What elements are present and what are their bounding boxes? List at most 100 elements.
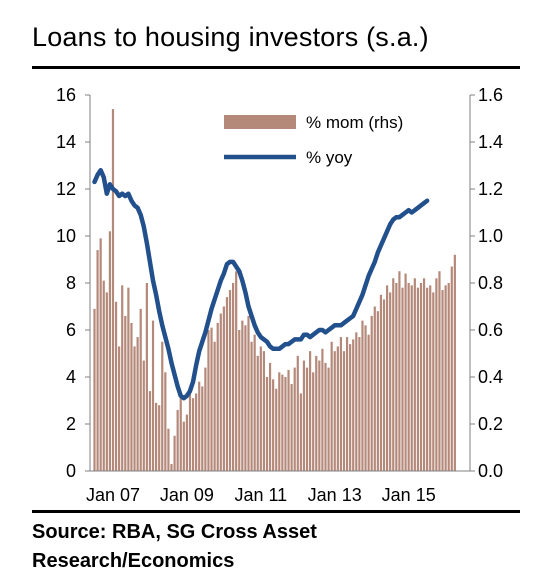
mom-bar (287, 369, 290, 471)
x-tick-label: Jan 13 (308, 485, 362, 505)
left-tick-label: 16 (56, 85, 76, 105)
mom-bar (315, 355, 318, 471)
left-tick-label: 12 (56, 179, 76, 199)
mom-bar (213, 341, 216, 471)
mom-bar (309, 351, 312, 471)
mom-bar (105, 292, 108, 471)
mom-bar (188, 386, 192, 471)
mom-bar (395, 283, 398, 471)
mom-bar (416, 287, 419, 471)
mom-bar (429, 285, 432, 471)
mom-bar (164, 372, 167, 471)
left-tick-label: 0 (66, 461, 76, 481)
mom-bar (256, 355, 259, 471)
mom-bar (447, 283, 450, 471)
x-tick-label: Jan 11 (234, 485, 287, 505)
mom-bar (333, 351, 336, 471)
mom-bar (450, 266, 453, 471)
bar-series (93, 109, 456, 471)
mom-bar (352, 339, 355, 471)
source-note: Source: RBA, SG Cross Asset Research/Eco… (32, 518, 317, 576)
mom-bar (130, 322, 133, 471)
legend-bar-label: % mom (rhs) (306, 113, 403, 132)
mom-bar (278, 372, 281, 471)
mom-bar (253, 334, 256, 471)
mom-bar (296, 355, 299, 471)
mom-bar (293, 367, 296, 471)
right-tick-label: 1.0 (478, 226, 503, 246)
mom-bar (281, 374, 284, 471)
mom-bar (453, 254, 456, 471)
right-tick-label: 0.2 (478, 414, 503, 434)
mom-bar (176, 409, 179, 471)
mom-bar (426, 287, 429, 471)
mom-bar (167, 428, 170, 471)
left-tick-label: 6 (66, 320, 76, 340)
mom-bar (114, 301, 118, 471)
mom-bar (241, 320, 244, 471)
right-tick-label: 0.0 (478, 461, 503, 481)
mom-bar (232, 283, 235, 471)
mom-bar (161, 341, 164, 471)
mom-bar (262, 351, 265, 471)
mom-bar (265, 377, 269, 471)
mom-bar (93, 308, 96, 471)
mom-bar (148, 391, 152, 471)
chart-title: Loans to housing investors (s.a.) (32, 22, 429, 52)
mom-bar (404, 273, 407, 471)
mom-bar (358, 337, 361, 471)
mom-bar (370, 315, 373, 471)
mom-bar (173, 435, 176, 471)
mom-bar (373, 306, 376, 471)
mom-bar (259, 346, 262, 471)
mom-bar (349, 344, 352, 471)
mom-bar (121, 285, 124, 471)
mom-bar (222, 306, 225, 471)
mom-bar (99, 238, 102, 471)
title-rule (32, 66, 520, 69)
mom-bar (102, 280, 105, 471)
mom-bar (342, 351, 346, 471)
mom-bar (96, 250, 99, 471)
mom-bar (158, 405, 161, 471)
mom-bar (339, 337, 342, 471)
tick-labels: 0 2 4 6 8 10 12 14 16 0.0 0.2 0.4 0.6 0.8 1.0 1.2 1.4 1.6… (56, 85, 503, 505)
mom-bar (330, 341, 333, 471)
mom-bar (179, 398, 182, 471)
mom-bar (401, 287, 404, 471)
mom-bar (124, 315, 127, 471)
mom-bar (361, 320, 364, 471)
mom-bar (410, 285, 413, 471)
mom-bar (244, 325, 247, 471)
mom-bar (195, 393, 198, 471)
legend-bar-swatch (224, 115, 296, 129)
mom-bar (204, 367, 207, 471)
mom-bar (367, 334, 370, 471)
mom-bar (345, 337, 349, 471)
mom-bar (290, 384, 293, 471)
mom-bar (145, 283, 148, 471)
mom-bar (225, 297, 229, 471)
mom-bar (302, 360, 306, 471)
mom-bar (435, 278, 438, 471)
mom-bar (392, 278, 395, 471)
mom-bar (438, 271, 441, 471)
left-tick-label: 8 (66, 273, 76, 293)
mom-bar (275, 388, 278, 471)
mom-bar (422, 278, 426, 471)
mom-bar (389, 292, 392, 471)
mom-bar (284, 377, 287, 471)
mom-bar (155, 402, 158, 471)
mom-bar (379, 294, 383, 471)
mom-bar (272, 379, 275, 471)
source-line-1: Source: RBA, SG Cross Asset (32, 521, 317, 543)
mom-bar (235, 271, 238, 471)
yoy-line (92, 167, 430, 401)
mom-bar (216, 322, 219, 471)
mom-bar (336, 346, 339, 471)
mom-bar (210, 327, 213, 471)
right-tick-label: 1.2 (478, 179, 503, 199)
mom-bar (127, 287, 130, 471)
mom-bar (327, 367, 330, 471)
left-tick-label: 10 (56, 226, 76, 246)
